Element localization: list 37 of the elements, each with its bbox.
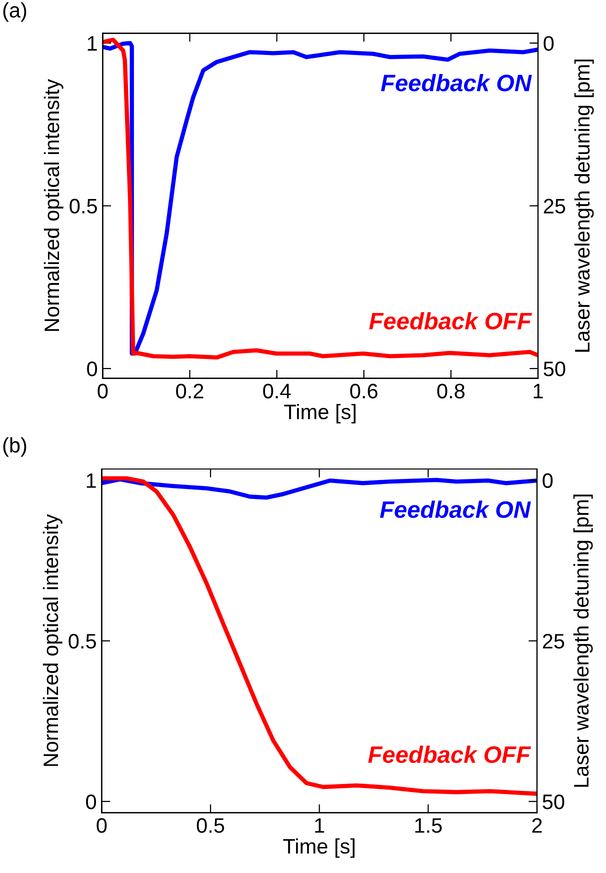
y-tick-label: 0: [86, 794, 96, 810]
x-axis-title: Time [s]: [283, 838, 355, 858]
x-tick-label: 0: [98, 384, 108, 398]
x-tick-label: 0.5: [196, 818, 224, 833]
x-tick-label: 1: [315, 818, 324, 833]
annotation: Feedback ON: [380, 500, 531, 518]
x-tick-label: 1.5: [415, 818, 442, 833]
annotation: Feedback OFF: [368, 746, 531, 764]
y2-tick-label: 25: [544, 198, 566, 214]
annotation: Feedback ON: [381, 74, 532, 92]
x-tick-label: 1: [534, 384, 543, 398]
y2-tick-label: 50: [542, 794, 564, 810]
y2-tick-label: 25: [542, 634, 564, 649]
y2-tick-label: 0: [544, 36, 554, 51]
y-tick-label: 0.5: [70, 198, 97, 214]
x-tick-label: 2: [532, 818, 542, 833]
y2-tick-label: 50: [544, 362, 566, 376]
line-series: [102, 476, 537, 796]
annotation: Feedback OFF: [369, 312, 532, 330]
y-axis-title: Normalized optical intensity: [44, 79, 64, 331]
x-tick-label: 0.4: [263, 384, 291, 398]
y-tick-label: 0.5: [68, 634, 96, 649]
y-axis-title: Normalized optical intensity: [42, 514, 62, 766]
y2-axis-title: Laser wavelength detuning [pm]: [574, 60, 594, 352]
chart-title: (a): [3, 2, 26, 22]
x-tick-label: 0: [96, 818, 107, 833]
x-tick-label: 0.8: [437, 384, 465, 398]
y-tick-label: 0: [87, 362, 98, 376]
y-tick-label: 1: [86, 473, 96, 488]
y-tick-label: 1: [88, 36, 97, 51]
x-axis-title: Time [s]: [284, 404, 356, 424]
y2-tick-label: 0: [542, 473, 553, 488]
chart-title: (b): [3, 437, 26, 457]
y2-axis-title: Laser wavelength detuning [pm]: [573, 494, 593, 787]
x-tick-label: 0.2: [176, 384, 204, 398]
x-tick-label: 0.6: [350, 384, 378, 398]
line-series: [102, 477, 537, 500]
